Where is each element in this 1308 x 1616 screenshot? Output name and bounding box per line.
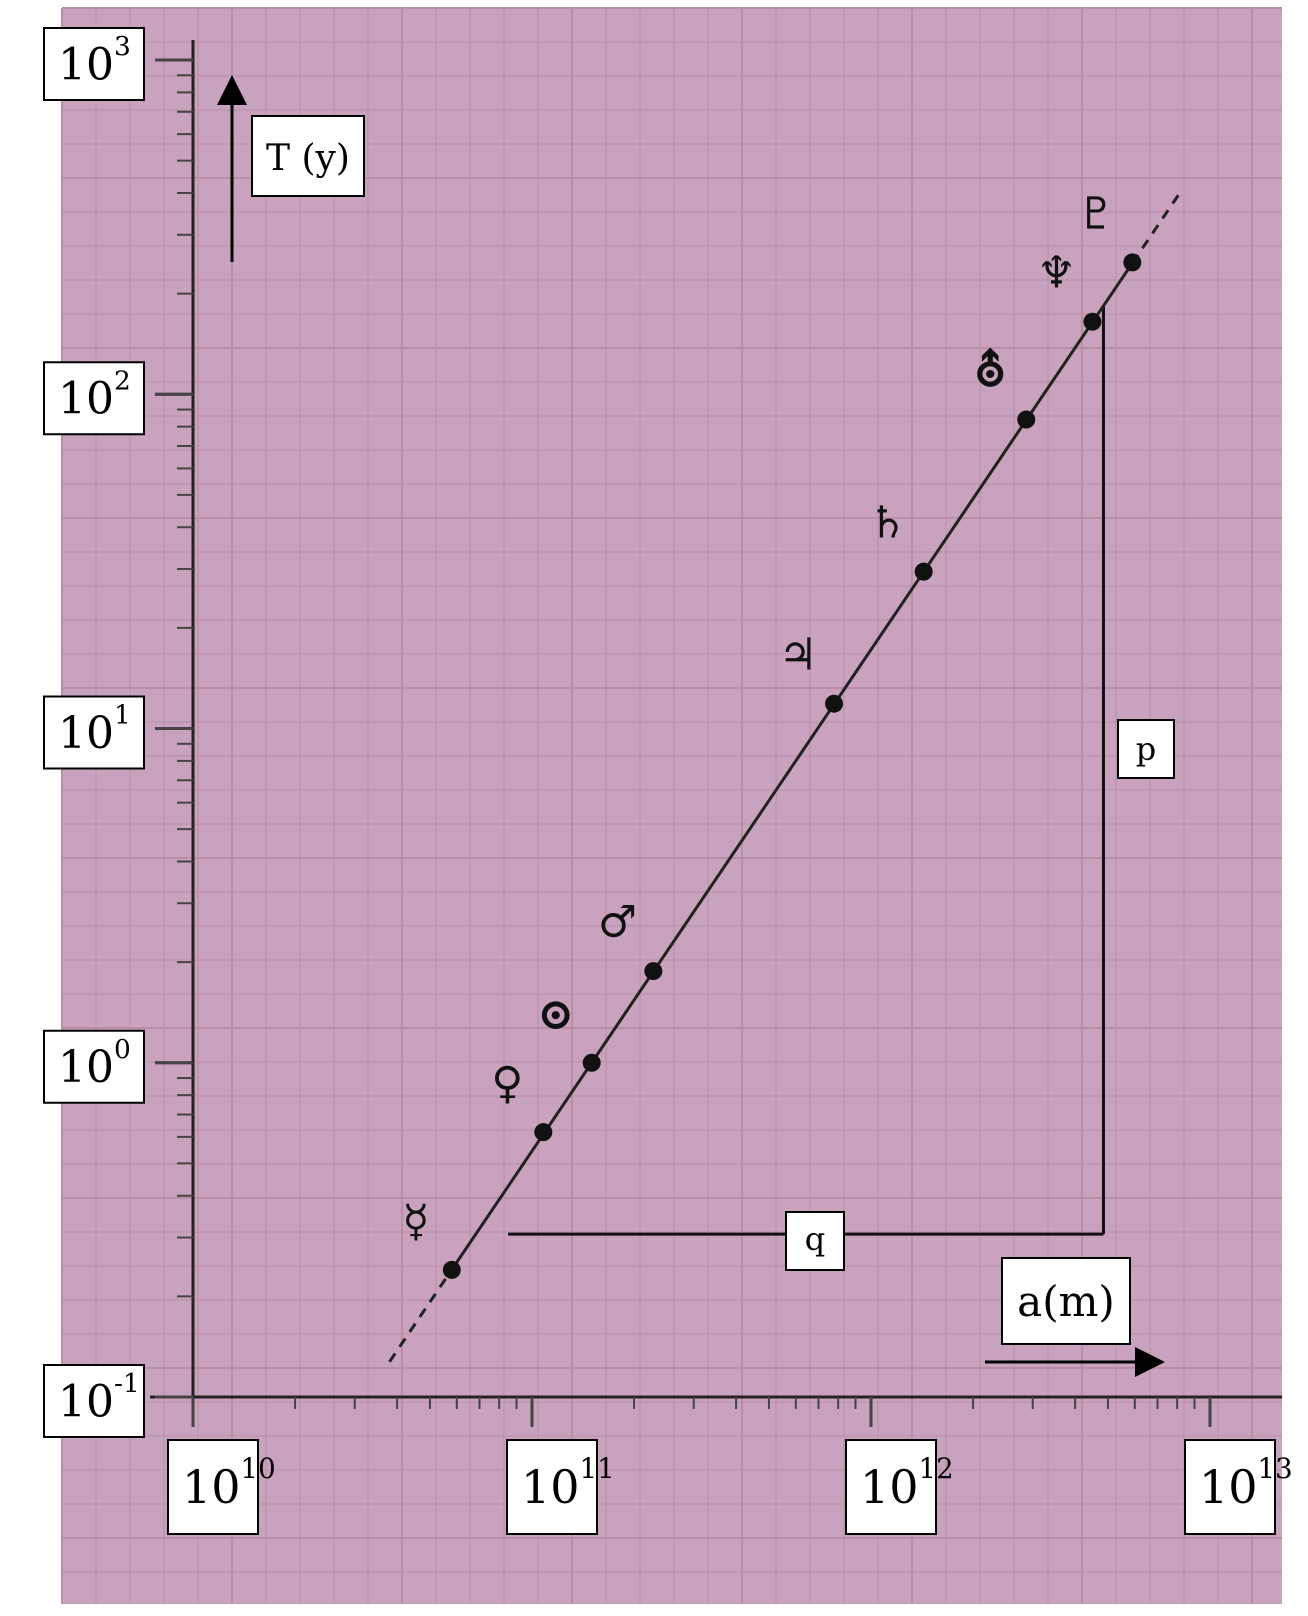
tick-label-box (43, 361, 145, 436)
fit-line-extension-high (1131, 190, 1183, 265)
p-label-text: p (1136, 730, 1156, 768)
x-axis-label: a(m) (1001, 1257, 1131, 1345)
tick-label-box (1184, 1439, 1276, 1535)
axes (150, 40, 1282, 1427)
tick-label-exponent: 12 (919, 1452, 954, 1485)
tick-label-box (43, 1364, 145, 1438)
tick-label-base: 10 (182, 1460, 241, 1514)
tick-label-exponent: 3 (114, 31, 131, 62)
p-label-box (1117, 719, 1175, 779)
tick-label-box (43, 27, 145, 101)
tick-label-text: 103 (58, 31, 131, 90)
tick-label-box (167, 1439, 259, 1535)
tick-label-text: 10-1 (58, 1368, 140, 1427)
data-point-2 (582, 1053, 601, 1072)
tick-label-base: 10 (58, 1042, 114, 1093)
fit-line (388, 190, 1183, 1363)
tick-label-exponent: 2 (114, 365, 131, 396)
tick-label-text: 102 (58, 365, 131, 424)
planet-symbol-8: ♇ (1077, 188, 1116, 239)
y-axis-label-text: T (y) (266, 138, 350, 179)
slope-triangle: qp (508, 305, 1175, 1271)
tick-label-box (506, 1439, 598, 1535)
x-axis-label-box (1001, 1257, 1131, 1345)
tick-label-box (43, 1029, 145, 1104)
tick-label-base: 10 (521, 1460, 580, 1514)
p-label: p (1117, 719, 1175, 779)
data-point-8 (1123, 253, 1142, 272)
x-tick-label: 1010 (167, 1439, 276, 1535)
tick-label-exponent: -1 (114, 1368, 140, 1399)
y-tick-label: 100 (43, 1029, 145, 1104)
x-tick-label: 1011 (506, 1439, 615, 1535)
data-point-4 (825, 694, 844, 713)
data-point-1 (534, 1123, 553, 1142)
tick-label-exponent: 13 (1258, 1452, 1293, 1485)
data-point-5 (914, 562, 933, 581)
tick-label-box (845, 1439, 937, 1535)
y-tick-label: 103 (43, 27, 145, 101)
planet-symbol-3: ♂ (598, 897, 637, 948)
paper-background (62, 8, 1282, 1604)
tick-label-base: 10 (58, 1376, 114, 1427)
q-label: q (785, 1211, 845, 1271)
y-tick-label: 102 (43, 361, 145, 436)
tick-label-base: 10 (1199, 1460, 1258, 1514)
tick-label-base: 10 (58, 374, 114, 425)
data-point-7 (1083, 312, 1102, 331)
x-tick-label: 1013 (1184, 1439, 1293, 1535)
tick-label-text: 101 (58, 700, 131, 759)
y-tick-label: 10-1 (43, 1364, 145, 1438)
y-axis-label-box (251, 115, 365, 197)
y-tick-label: 101 (43, 695, 145, 770)
tick-label-base: 10 (58, 39, 114, 90)
planet-symbol-1: ♀ (491, 1058, 523, 1109)
x-tick-label: 1012 (845, 1439, 954, 1535)
tick-label-exponent: 11 (580, 1452, 615, 1485)
data-points: ☿ ♀ ⊙ ♂ ♃ ♄ ⛢ ♆♇ (402, 188, 1142, 1279)
planet-symbol-5: ♄ (868, 498, 907, 549)
tick-label-text: 1012 (860, 1452, 954, 1514)
tick-label-text: 1010 (182, 1452, 276, 1514)
grid (61, 7, 1282, 1604)
tick-label-text: 1013 (1199, 1452, 1293, 1514)
planet-symbol-0: ☿ (402, 1196, 429, 1247)
tick-label-base: 10 (58, 708, 114, 759)
tick-label-text: 1011 (521, 1452, 615, 1514)
tick-label-exponent: 1 (114, 700, 131, 731)
data-point-0 (442, 1260, 461, 1279)
q-label-box (785, 1211, 845, 1271)
planet-symbol-7: ♆ (1037, 248, 1076, 299)
tick-label-exponent: 10 (241, 1452, 276, 1485)
y-axis-label: T (y) (251, 115, 365, 197)
q-label-text: q (805, 1220, 825, 1258)
planet-symbol-2: ⊙ (537, 989, 574, 1040)
planet-symbol-6: ⛢ (974, 346, 1006, 397)
tick-label-box (43, 695, 145, 770)
x-axis-label-text: a(m) (1017, 1277, 1115, 1326)
data-point-3 (644, 962, 663, 981)
tick-label-exponent: 0 (114, 1034, 131, 1065)
fit-line-solid (450, 262, 1134, 1271)
fit-line-extension-low (388, 1268, 454, 1363)
tick-label-text: 100 (58, 1034, 131, 1093)
planet-symbol-4: ♃ (778, 630, 817, 681)
data-point-6 (1017, 410, 1036, 429)
tick-label-base: 10 (860, 1460, 919, 1514)
